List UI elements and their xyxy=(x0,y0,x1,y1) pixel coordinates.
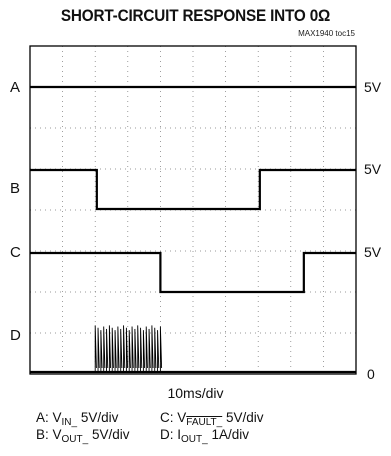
trace-b xyxy=(30,168,356,211)
channel-label-c: C xyxy=(10,244,21,261)
figure-tag: MAX1940 toc15 xyxy=(298,29,355,38)
chart-title: SHORT-CIRCUIT RESPONSE INTO 0Ω xyxy=(60,6,331,25)
timebase-label: 10ms/div xyxy=(167,385,224,401)
trace-d-burst xyxy=(94,325,163,372)
scale-label-c: 5V xyxy=(364,244,382,260)
scale-label-a: 5V xyxy=(364,79,382,95)
legend-b: B: VOUT_ 5V/div xyxy=(36,427,130,445)
scale-label-d: 0 xyxy=(367,366,375,382)
scale-label-b: 5V xyxy=(364,161,382,177)
channel-label-a: A xyxy=(10,79,21,96)
legend-a: A: VIN_ 5V/div xyxy=(36,410,119,428)
plot-frame xyxy=(29,45,357,375)
channel-label-b: B xyxy=(10,180,21,197)
channel-label-d: D xyxy=(10,327,21,344)
trace-c xyxy=(30,251,356,294)
legend-d: D: IOUT_ 1A/div xyxy=(160,427,249,445)
legend-c: C: VFAULT_ 5V/div xyxy=(160,410,264,428)
